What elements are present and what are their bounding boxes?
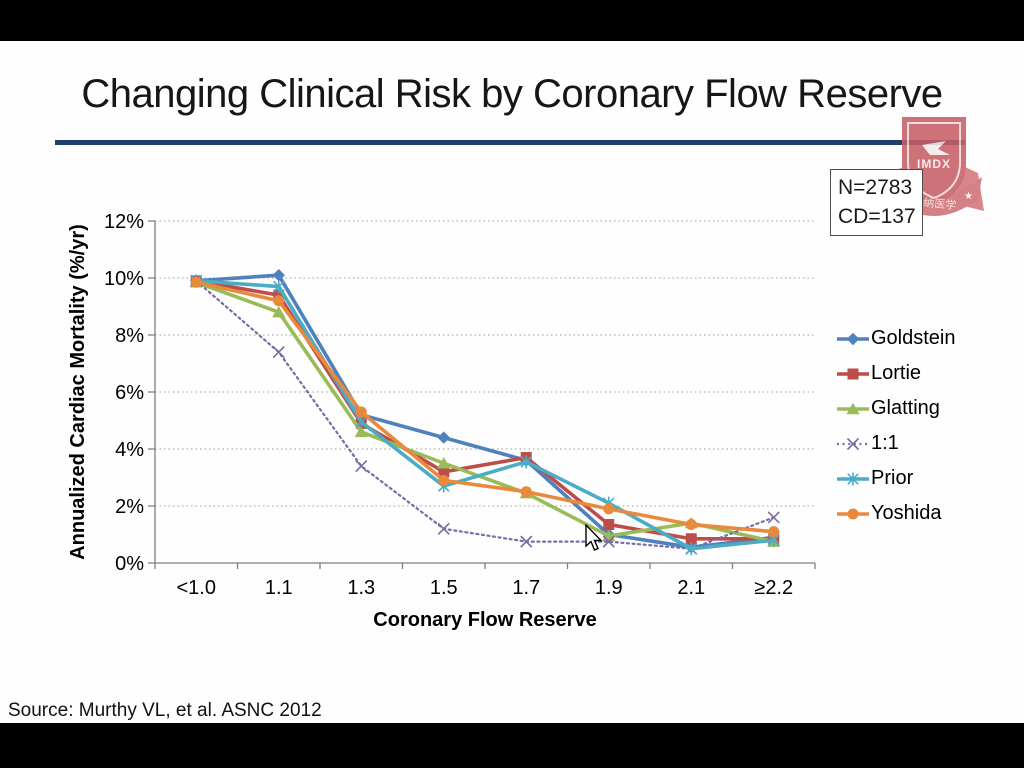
x-tick-label: 1.7 <box>512 577 540 599</box>
data-point-marker <box>685 533 697 545</box>
data-point-marker <box>437 522 450 535</box>
data-point-marker <box>437 431 450 444</box>
data-point-marker <box>767 511 780 524</box>
legend-item: Goldstein <box>836 321 956 356</box>
legend-swatch <box>837 368 869 379</box>
logo-shield-text: IMDX <box>917 157 951 171</box>
x-tick-label: 1.9 <box>595 577 623 599</box>
data-point-marker <box>438 474 450 486</box>
logo-banner-text: 解纳医学 <box>912 194 957 213</box>
y-axis-title: Annualized Cardiac Mortality (%/yr) <box>67 224 89 560</box>
data-point-marker <box>272 280 285 294</box>
data-point-marker <box>603 503 615 515</box>
source-text: Source: Murthy VL, et al. ASNC 2012 <box>8 700 322 721</box>
data-point-marker <box>355 406 367 418</box>
x-tick-label: 2.1 <box>677 577 705 599</box>
data-point-marker <box>846 402 860 414</box>
legend-item: 1:1 <box>836 426 956 461</box>
legend-label: Goldstein <box>871 327 956 349</box>
y-tick-label: 0% <box>115 553 144 575</box>
bottom-letterbox-bar <box>0 723 1024 768</box>
legend-item: Yoshida <box>836 496 956 531</box>
legend-item: Prior <box>836 461 956 496</box>
legend-swatch <box>837 402 869 414</box>
data-point-marker <box>438 466 450 478</box>
y-tick-label: 12% <box>104 211 144 233</box>
legend-label: Yoshida <box>871 502 942 524</box>
legend-item: Lortie <box>836 356 956 391</box>
data-point-marker <box>190 276 202 288</box>
data-point-marker <box>520 486 532 498</box>
data-point-marker <box>847 508 859 519</box>
slide-title: Changing Clinical Risk by Coronary Flow … <box>81 72 943 116</box>
mouse-cursor-icon <box>584 523 608 559</box>
data-point-marker <box>847 472 859 485</box>
top-letterbox-bar <box>0 0 1024 41</box>
x-tick-label: 1.3 <box>347 577 375 599</box>
data-point-marker <box>685 519 697 531</box>
data-point-marker <box>520 535 533 548</box>
series-line-Glatting <box>194 280 776 544</box>
legend-label: Prior <box>871 467 914 489</box>
legend-swatch <box>837 437 869 450</box>
legend-item: Glatting <box>836 391 956 426</box>
data-point-marker <box>768 526 780 538</box>
y-tick-label: 2% <box>115 496 144 518</box>
data-point-marker <box>273 289 285 301</box>
data-point-marker <box>437 457 451 469</box>
y-tick-label: 10% <box>104 268 144 290</box>
data-point-marker <box>354 425 368 438</box>
series-line-Yoshida <box>194 280 776 534</box>
title-divider <box>55 140 965 145</box>
chart-legend: Goldstein Lortie Glatting 1:1 Prior Yosh… <box>836 321 956 531</box>
legend-swatch <box>837 332 869 345</box>
stats-box: N=2783 CD=137 <box>830 169 923 236</box>
x-tick-label: <1.0 <box>177 577 216 599</box>
data-point-marker <box>520 455 533 469</box>
x-tick-label: ≥2.2 <box>754 577 793 599</box>
x-axis-title: Coronary Flow Reserve <box>373 609 596 631</box>
svg-text:★: ★ <box>964 191 973 202</box>
data-point-marker <box>846 437 860 450</box>
slide: Changing Clinical Risk by Coronary Flow … <box>0 41 1024 723</box>
legend-swatch <box>837 508 869 519</box>
stats-n: N=2783 <box>838 176 913 199</box>
legend-label: 1:1 <box>871 432 899 454</box>
y-tick-label: 8% <box>115 325 144 347</box>
x-tick-label: 1.5 <box>430 577 458 599</box>
data-point-marker <box>847 368 859 379</box>
data-point-marker <box>602 535 615 548</box>
data-point-marker <box>272 268 285 282</box>
data-point-marker <box>603 519 615 531</box>
y-tick-label: 6% <box>115 382 144 404</box>
legend-swatch <box>837 472 869 485</box>
data-point-marker <box>355 415 368 429</box>
data-point-marker <box>846 332 860 345</box>
series-line-1:1 <box>195 279 775 550</box>
data-point-marker <box>355 460 368 473</box>
legend-label: Glatting <box>871 397 940 419</box>
data-point-marker <box>685 542 698 556</box>
legend-label: Lortie <box>871 362 922 384</box>
chart-plot: 0% 2% 4% 6% 8% 10% 12% <1.0 1.1 1.3 1.5 1.7 1.9 2.1 ≥2… <box>67 211 816 631</box>
series-line-Goldstein <box>194 273 776 550</box>
stats-cd: CD=137 <box>838 205 916 228</box>
series-line-Prior <box>194 279 776 551</box>
x-tick-label: 1.1 <box>265 577 293 599</box>
data-point-marker <box>272 346 285 359</box>
data-point-marker <box>273 295 285 307</box>
data-point-marker <box>272 306 286 318</box>
y-tick-label: 4% <box>115 439 144 461</box>
